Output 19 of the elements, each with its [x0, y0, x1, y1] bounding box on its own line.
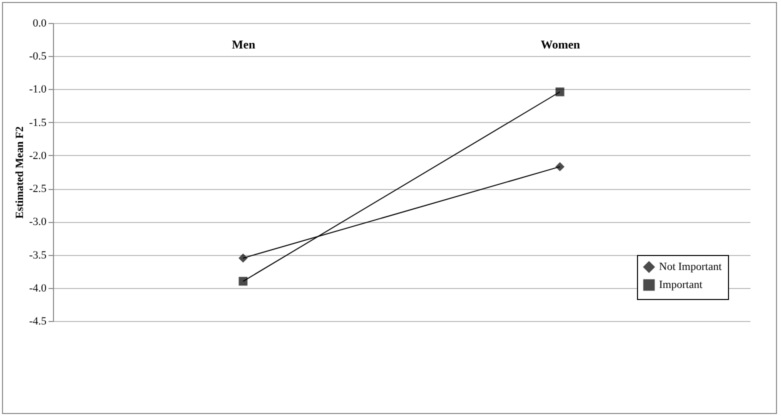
y-tick-label: -2.5 [29, 183, 47, 196]
x-tick-label: Women [540, 38, 580, 52]
point [238, 254, 248, 262]
legend-label: Important [659, 279, 702, 291]
point [238, 276, 248, 286]
y-tick-label: -4.0 [29, 282, 47, 294]
y-tick-label: -0.5 [29, 50, 47, 63]
y-tick-label: -1.0 [29, 84, 47, 96]
y-tick-label: -1.5 [29, 116, 47, 129]
y-tick-label: -3.0 [29, 216, 47, 228]
y-tick-label: -2.0 [29, 150, 47, 162]
x-tick-label: Men [232, 38, 256, 52]
point [556, 162, 564, 172]
y-tick-label: -3.5 [29, 249, 47, 262]
y-tick-label: 0.0 [32, 18, 47, 30]
legend-label: Not Important [659, 261, 722, 273]
y-axis-title: Estimated Mean F2 [14, 126, 26, 219]
point [556, 88, 564, 96]
y-tick-label: -4.5 [29, 316, 47, 328]
